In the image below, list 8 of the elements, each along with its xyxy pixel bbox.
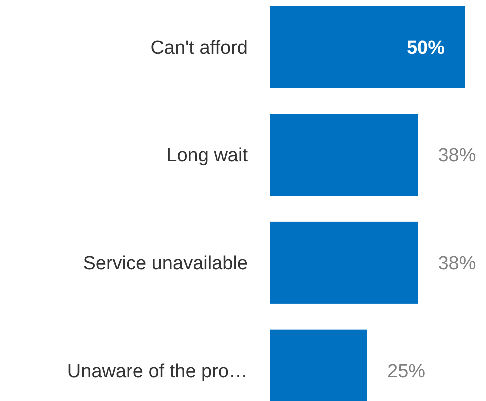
y-tick-label: Can't afford: [150, 38, 248, 59]
y-tick-label: Long wait: [166, 146, 249, 167]
y-tick-label: Service unavailable: [83, 254, 248, 275]
y-tick-label: Unaware of the pro…: [67, 361, 248, 382]
data-label: 38%: [438, 146, 476, 167]
data-label: 50%: [406, 38, 446, 59]
data-label: 25%: [388, 361, 426, 382]
data-label: 38%: [438, 254, 476, 275]
